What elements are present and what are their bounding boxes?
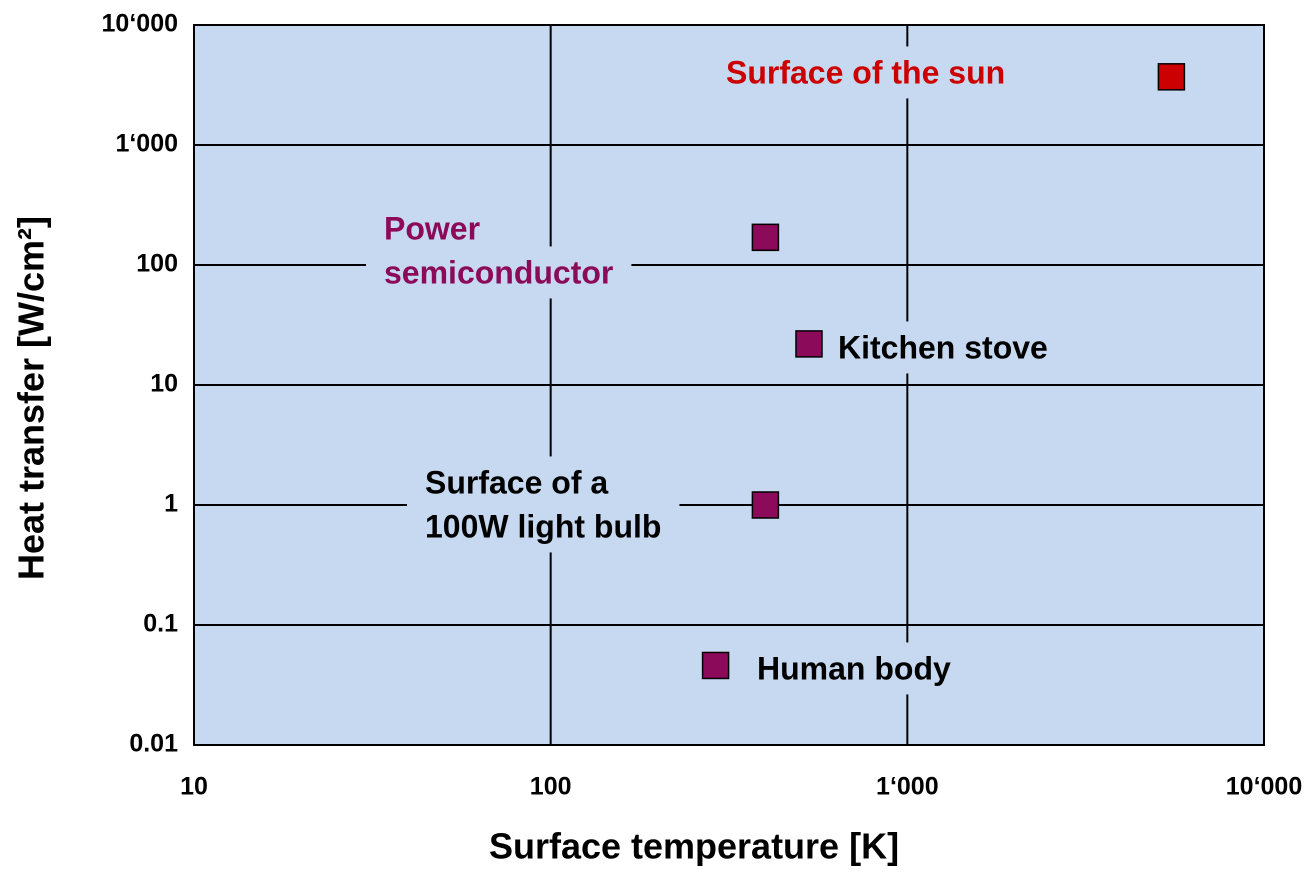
- y-tick-label: 1‘000: [115, 130, 178, 158]
- x-tick-label: 10‘000: [1226, 773, 1302, 801]
- point: [701, 651, 730, 680]
- y-tick-label: 100: [136, 250, 178, 278]
- point: [751, 223, 780, 252]
- x-tick-label: 1‘000: [876, 773, 939, 801]
- point: [795, 330, 823, 358]
- label-background: [366, 246, 632, 299]
- point-label: Surface of a: [425, 464, 608, 500]
- label-background: [366, 202, 499, 255]
- plot-border: [193, 24, 1265, 746]
- y-axis-title: Heat transfer [W/cm²]: [11, 216, 52, 580]
- point-label: Power: [384, 210, 480, 246]
- point-label: Human body: [757, 650, 951, 686]
- point-label: 100W light bulb: [425, 508, 661, 544]
- x-tick-label: 10: [180, 773, 208, 801]
- point: [1157, 63, 1186, 91]
- label-background: [407, 456, 627, 509]
- x-axis-title: Surface temperature [K]: [489, 826, 899, 867]
- label-background: [407, 500, 680, 553]
- point-label: semiconductor: [384, 254, 613, 290]
- label-background: [708, 46, 1024, 99]
- point-label: Kitchen stove: [838, 329, 1048, 365]
- label-background: [739, 642, 969, 695]
- point: [751, 491, 780, 519]
- x-tick-label: 100: [530, 773, 572, 801]
- y-tick-label: 0.01: [129, 730, 178, 758]
- y-tick-label: 10‘000: [102, 10, 178, 38]
- label-backgrounds: [366, 46, 1066, 695]
- y-tick-label: 10: [150, 370, 178, 398]
- y-tick-label: 1: [164, 490, 178, 518]
- point-label: Surface of the sun: [726, 54, 1005, 90]
- y-tick-label: 0.1: [143, 610, 178, 638]
- label-background: [820, 321, 1066, 374]
